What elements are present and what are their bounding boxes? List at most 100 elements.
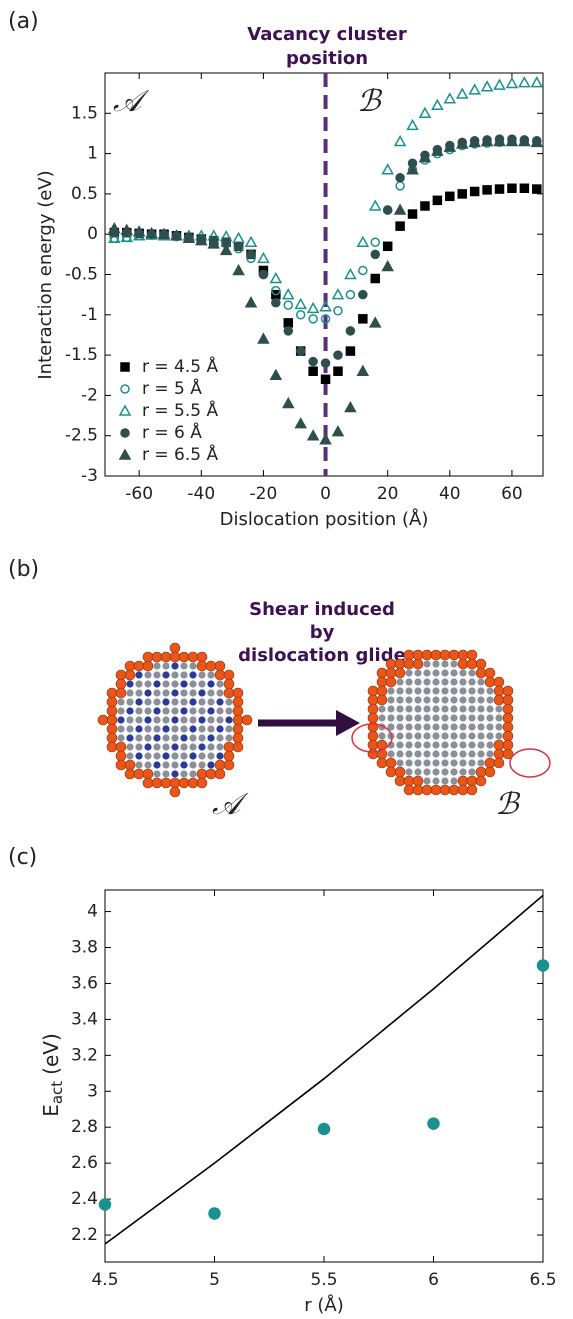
atom	[160, 651, 172, 663]
atom	[162, 662, 170, 670]
atom	[151, 777, 163, 789]
atom	[468, 678, 476, 686]
atom	[385, 766, 397, 778]
atom	[405, 750, 413, 758]
atom	[477, 750, 485, 758]
atom	[367, 748, 379, 760]
atom	[396, 750, 404, 758]
marker	[219, 243, 233, 256]
atom	[180, 770, 188, 778]
marker	[381, 259, 394, 272]
atom	[412, 649, 424, 661]
marker	[344, 400, 357, 413]
marker	[507, 183, 517, 194]
atom	[405, 723, 413, 731]
atom	[450, 732, 458, 740]
atom	[459, 750, 467, 758]
marker	[320, 358, 331, 368]
atom	[223, 759, 235, 771]
atom	[207, 743, 215, 751]
atom	[423, 687, 431, 695]
atom	[405, 687, 413, 695]
marker	[427, 1117, 440, 1130]
marker	[317, 1122, 331, 1136]
atom	[396, 759, 404, 767]
atom	[502, 739, 514, 751]
marker	[505, 134, 519, 147]
panel-label: (b)	[8, 557, 39, 582]
atom	[196, 651, 208, 663]
marker	[283, 318, 294, 328]
atom	[180, 743, 188, 751]
atom	[153, 752, 161, 760]
atom	[405, 768, 413, 776]
atom	[468, 705, 476, 713]
atom	[198, 671, 206, 679]
panel-label: (a)	[8, 9, 39, 34]
atom	[486, 696, 494, 704]
atom	[153, 707, 161, 715]
y-tick-label: 4	[87, 902, 98, 922]
marker	[108, 231, 121, 243]
atom	[189, 743, 197, 751]
marker	[308, 366, 318, 376]
marker	[283, 326, 294, 336]
atom	[207, 680, 215, 688]
atom	[387, 750, 395, 758]
atom	[171, 725, 179, 733]
marker	[418, 151, 432, 163]
atom	[133, 660, 145, 672]
atom	[414, 678, 422, 686]
atom	[117, 734, 125, 742]
atom	[153, 770, 161, 778]
marker	[182, 231, 196, 243]
x-tick-label: 0	[320, 484, 331, 504]
marker	[294, 297, 307, 310]
atom	[232, 741, 244, 753]
atom	[126, 734, 134, 742]
atom	[178, 651, 190, 663]
atom	[198, 680, 206, 688]
atom	[468, 750, 476, 758]
atom	[493, 676, 505, 688]
legend-label: r = 6 Å	[142, 421, 202, 443]
atom	[403, 784, 415, 796]
atom	[432, 777, 440, 785]
atom	[106, 714, 118, 726]
y-label-sub: act	[48, 1081, 66, 1104]
atom	[414, 750, 422, 758]
atom	[180, 662, 188, 670]
y-tick-label: 1.5	[71, 103, 98, 123]
atom	[432, 714, 440, 722]
atom	[169, 786, 181, 798]
atom	[405, 669, 413, 677]
atom	[189, 734, 197, 742]
atom	[414, 723, 422, 731]
atom	[502, 748, 514, 760]
atom	[117, 716, 125, 724]
atom	[441, 705, 449, 713]
atom	[475, 667, 487, 679]
atom	[466, 775, 478, 787]
atom	[180, 689, 188, 697]
y-tick-label: -0.5	[65, 265, 98, 285]
atom	[153, 671, 161, 679]
atom	[493, 757, 505, 769]
marker	[320, 314, 331, 324]
atom	[493, 694, 505, 706]
marker	[232, 231, 245, 243]
marker	[170, 229, 183, 241]
legend-marker	[118, 448, 132, 460]
atom	[486, 687, 494, 695]
atom	[475, 766, 487, 778]
atom	[376, 667, 388, 679]
atom	[441, 759, 449, 767]
atom	[423, 741, 431, 749]
atom	[475, 658, 487, 670]
atom	[115, 669, 127, 681]
atom	[180, 734, 188, 742]
marker	[356, 364, 370, 376]
marker	[370, 273, 381, 284]
atom	[223, 750, 235, 762]
marker	[518, 76, 531, 88]
